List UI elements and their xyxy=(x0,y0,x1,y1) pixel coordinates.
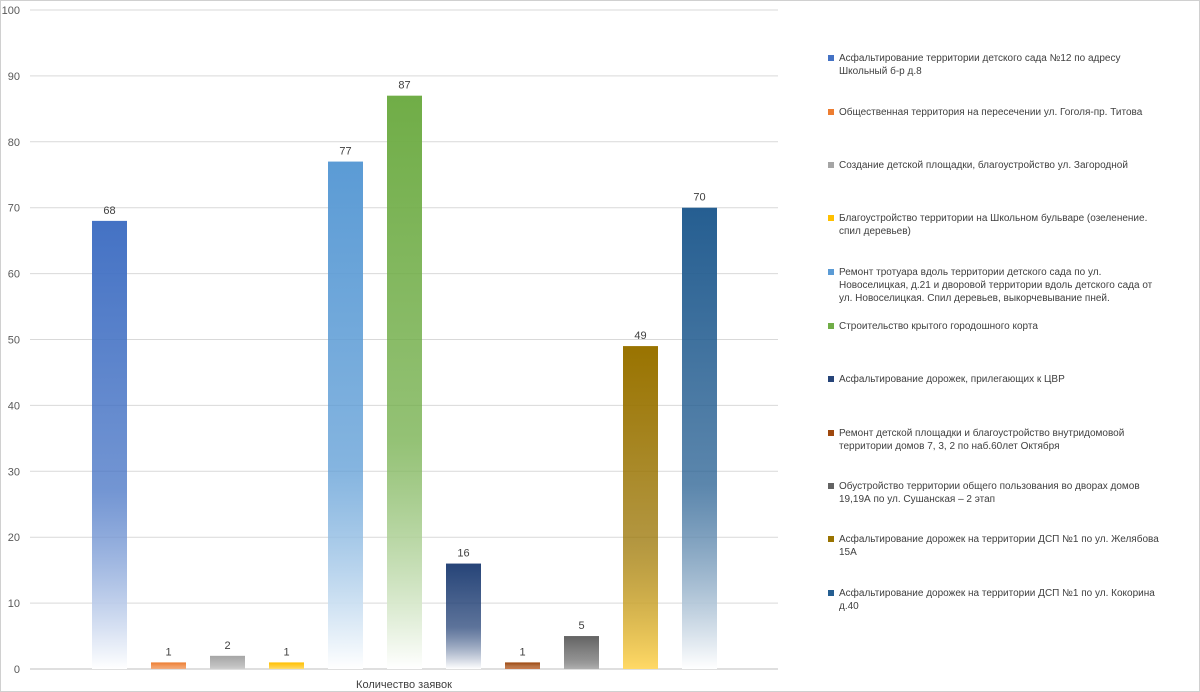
legend-item: Обустройство территории общего пользован… xyxy=(828,480,1168,506)
bar-9 xyxy=(564,636,599,669)
y-tick-label: 100 xyxy=(2,5,20,17)
y-tick-label: 70 xyxy=(8,203,20,215)
legend-swatch xyxy=(828,269,834,275)
legend-swatch xyxy=(828,430,834,436)
legend-swatch xyxy=(828,162,834,168)
bar-8 xyxy=(505,662,540,669)
y-tick-label: 50 xyxy=(8,335,20,347)
data-label-2: 1 xyxy=(165,646,171,658)
data-labels: 68 1 2 1 77 87 16 1 5 49 70 xyxy=(103,80,705,659)
y-tick-label: 80 xyxy=(8,137,20,149)
legend-label: Общественная территория на пересечении у… xyxy=(839,107,1143,118)
legend-label: Строительство крытого городошного корта xyxy=(839,321,1038,332)
bar-10 xyxy=(623,346,658,669)
data-label-8: 1 xyxy=(519,646,525,658)
data-label-7: 16 xyxy=(457,548,469,560)
data-label-1: 68 xyxy=(103,205,115,217)
legend-item: Ремонт тротуара вдоль территории детског… xyxy=(828,266,1168,305)
legend-swatch xyxy=(828,536,834,542)
bar-2 xyxy=(151,662,186,669)
data-label-6: 87 xyxy=(398,80,410,92)
y-tick-label: 60 xyxy=(8,269,20,281)
y-tick-label: 20 xyxy=(8,532,20,544)
y-tick-label: 30 xyxy=(8,466,20,478)
legend-item: Ремонт детской площадки и благоустройств… xyxy=(828,427,1168,453)
y-tick-label: 10 xyxy=(8,598,20,610)
bar-1 xyxy=(92,220,127,669)
legend-label: Создание детской площадки, благоустройст… xyxy=(839,160,1128,171)
y-tick-label: 40 xyxy=(8,400,20,412)
legend-swatch xyxy=(828,376,834,382)
legend-swatch xyxy=(828,109,834,115)
x-axis-title: Количество заявок xyxy=(356,679,452,691)
y-tick-label: 90 xyxy=(8,71,20,83)
legend-label: Благоустройство территории на Школьном б… xyxy=(839,213,1148,237)
legend-swatch xyxy=(828,215,834,221)
legend-item: Асфальтирование территории детского сада… xyxy=(828,52,1168,78)
bar-11 xyxy=(682,207,717,669)
bar-chart-plot: 0 10 20 30 40 50 60 70 80 90 100 68 1 2 1 77 87 16 1 5 49 70… xyxy=(2,5,778,691)
legend-item: Асфальтирование дорожек на территории ДС… xyxy=(828,533,1168,559)
legend-label: Асфальтирование территории детского сада… xyxy=(839,53,1121,77)
bars xyxy=(92,95,717,670)
legend-item: Строительство крытого городошного корта xyxy=(828,320,1168,333)
legend-swatch xyxy=(828,323,834,329)
data-label-11: 70 xyxy=(693,192,705,204)
bar-3 xyxy=(210,655,245,669)
legend-swatch xyxy=(828,483,834,489)
y-tick-label: 0 xyxy=(14,664,20,676)
bar-5 xyxy=(328,161,363,669)
legend-label: Асфальтирование дорожек на территории ДС… xyxy=(839,588,1155,612)
legend-swatch xyxy=(828,55,834,61)
legend-label: Асфальтирование дорожек на территории ДС… xyxy=(839,534,1159,558)
y-axis-tick-labels: 0 10 20 30 40 50 60 70 80 90 100 xyxy=(2,5,20,676)
legend-label: Обустройство территории общего пользован… xyxy=(839,481,1140,505)
legend: Асфальтирование территории детского сада… xyxy=(828,0,1178,692)
data-label-9: 5 xyxy=(578,620,584,632)
legend-swatch xyxy=(828,590,834,596)
legend-item: Благоустройство территории на Школьном б… xyxy=(828,212,1168,238)
data-label-3: 2 xyxy=(224,640,230,652)
bar-7 xyxy=(446,563,481,669)
bar-6 xyxy=(387,95,422,670)
legend-item: Общественная территория на пересечении у… xyxy=(828,106,1168,119)
legend-item: Создание детской площадки, благоустройст… xyxy=(828,159,1168,172)
legend-label: Ремонт детской площадки и благоустройств… xyxy=(839,428,1125,452)
legend-label: Асфальтирование дорожек, прилегающих к Ц… xyxy=(839,374,1065,385)
data-label-10: 49 xyxy=(634,330,646,342)
bar-4 xyxy=(269,662,304,669)
legend-item: Асфальтирование дорожек, прилегающих к Ц… xyxy=(828,373,1168,386)
data-label-4: 1 xyxy=(283,646,289,658)
legend-item: Асфальтирование дорожек на территории ДС… xyxy=(828,587,1168,613)
legend-label: Ремонт тротуара вдоль территории детског… xyxy=(839,267,1153,304)
data-label-5: 77 xyxy=(339,146,351,158)
